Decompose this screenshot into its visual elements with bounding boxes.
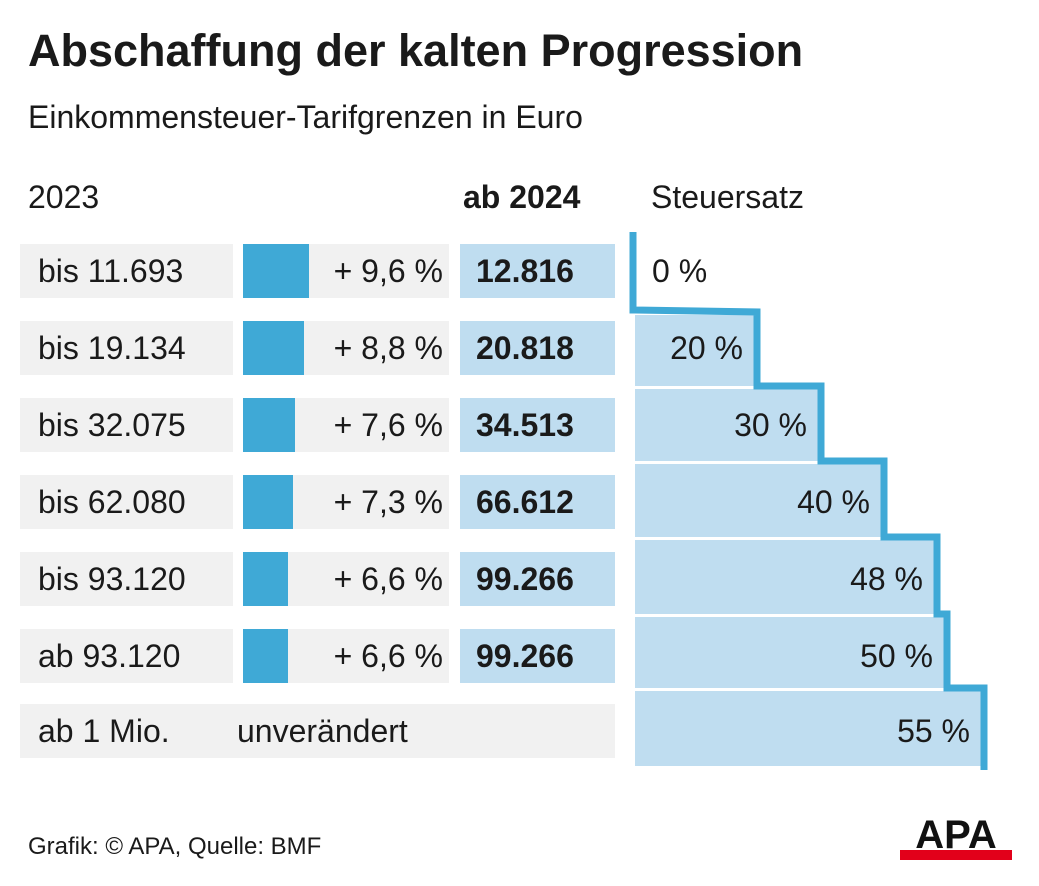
column-header-2024: ab 2024 [463,179,581,215]
tax-rate-panel [635,691,984,766]
new-threshold-label: 20.818 [476,330,574,366]
increase-bar [243,475,294,529]
new-threshold-label: 12.816 [476,253,574,289]
new-threshold-cell: 99.266 [460,552,615,606]
old-threshold-cell: bis 93.120 [20,552,233,606]
tax-rate-panel [635,315,757,386]
tax-rate-label: 55 % [897,713,970,749]
tax-rate-label: 30 % [734,407,807,443]
unchanged-row: ab 1 Mio. unverändert [20,704,615,758]
new-threshold-cell: 12.816 [460,244,615,298]
tax-rate-label: 50 % [860,638,933,674]
new-threshold-label: 99.266 [476,638,574,674]
source-credit: Grafik: © APA, Quelle: BMF [28,833,322,860]
increase-label: + 8,8 % [333,330,443,366]
unchanged-label: unverändert [237,713,408,749]
apa-logo-band [900,850,1012,860]
increase-bar [243,321,304,375]
column-header-2023: 2023 [28,179,100,215]
old-threshold-label: bis 11.693 [38,253,184,289]
new-threshold-cell: 34.513 [460,398,615,452]
increase-cell: + 6,6 % [243,552,449,606]
column-header-tax-rate: Steuersatz [651,179,804,215]
new-threshold-label: 34.513 [476,407,574,443]
increase-label: + 9,6 % [333,253,443,289]
apa-logo: APA [900,814,1012,860]
increase-cell: + 6,6 % [243,629,449,683]
unchanged-threshold-label: ab 1 Mio. [38,713,170,749]
new-threshold-label: 99.266 [476,561,574,597]
old-threshold-label: bis 93.120 [38,561,186,597]
old-threshold-label: ab 93.120 [38,638,181,674]
old-threshold-cell: ab 93.120 [20,629,233,683]
increase-bar [243,398,296,452]
new-threshold-label: 66.612 [476,484,574,520]
tax-rate-label: 48 % [850,561,923,597]
tax-rate-label: 0 % [652,253,707,289]
increase-bar [243,629,289,683]
increase-bar [243,552,289,606]
old-threshold-label: bis 32.075 [38,407,186,443]
increase-bar [243,244,309,298]
new-threshold-cell: 99.266 [460,629,615,683]
tax-rate-label: 40 % [797,484,870,520]
tax-rate-panel [635,464,884,537]
old-threshold-cell: bis 62.080 [20,475,233,529]
new-threshold-cell: 20.818 [460,321,615,375]
new-threshold-cell: 66.612 [460,475,615,529]
apa-logo-text: APA [915,814,996,857]
tax-rate-panel [635,540,937,614]
old-threshold-cell: bis 19.134 [20,321,233,375]
chart-title: Abschaffung der kalten Progression [28,25,804,76]
tax-rate-panel [635,389,821,461]
increase-cell: + 7,3 % [243,475,449,529]
tax-rate-step-line [629,232,988,770]
old-threshold-label: bis 19.134 [38,330,186,366]
increase-cell: + 9,6 % [243,244,449,298]
old-threshold-cell: bis 32.075 [20,398,233,452]
tax-rate-panel [635,617,947,688]
increase-label: + 7,3 % [333,484,443,520]
increase-label: + 7,6 % [333,407,443,443]
chart-subtitle: Einkommensteuer-Tarifgrenzen in Euro [28,99,583,135]
increase-label: + 6,6 % [333,638,443,674]
increase-label: + 6,6 % [333,561,443,597]
tax-rate-label: 20 % [670,330,743,366]
increase-cell: + 8,8 % [243,321,449,375]
old-threshold-cell: bis 11.693 [20,244,233,298]
old-threshold-label: bis 62.080 [38,484,186,520]
increase-cell: + 7,6 % [243,398,449,452]
